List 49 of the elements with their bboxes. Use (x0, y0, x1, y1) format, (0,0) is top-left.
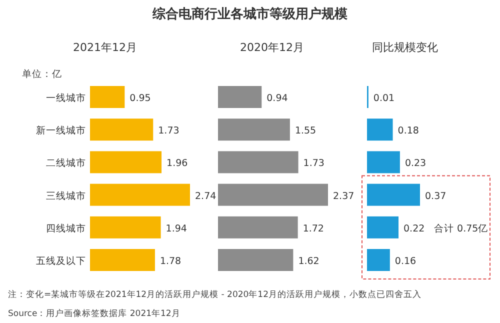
data-label: 1.72 (302, 223, 324, 234)
data-label: 1.96 (166, 158, 188, 170)
bar (367, 184, 420, 206)
data-label: 1.55 (294, 126, 316, 137)
bar (367, 249, 390, 271)
text: 综合电商行业各城市等级用户规模 (152, 6, 348, 22)
text: 合计 0.75亿 (434, 222, 488, 234)
data-label: 0.95 (130, 93, 151, 104)
data-label: 1.94 (166, 223, 187, 234)
bar (90, 86, 125, 108)
bar (90, 184, 190, 206)
bar (218, 249, 294, 271)
chart-subtitle: 2020年12月 (240, 41, 304, 54)
y-tick-label: 一线城市 (46, 92, 86, 104)
bar (218, 184, 328, 206)
bar (90, 216, 161, 238)
data-label: 2.37 (333, 190, 354, 202)
data-label: 0.01 (373, 93, 395, 104)
data-label: 2.74 (195, 190, 216, 202)
chart-subtitle: 2021年12月 (73, 41, 137, 54)
data-label: 0.94 (266, 93, 288, 104)
y-tick-label: 二线城市 (46, 157, 86, 170)
data-label: 0.23 (404, 158, 426, 170)
data-label: 0.37 (425, 190, 446, 202)
data-label: 1.78 (160, 256, 182, 267)
y-tick-label: 五线及以下 (36, 255, 86, 267)
bar (367, 151, 400, 174)
bar (218, 86, 262, 108)
bar (367, 118, 393, 141)
bar (367, 216, 399, 238)
y-tick-label: 新一线城市 (36, 124, 86, 137)
bar (218, 118, 290, 141)
data-label: 0.22 (404, 223, 425, 234)
source-note: Source：用户画像标签数据库 2021年12月 (8, 308, 180, 319)
bar (90, 118, 154, 141)
y-tick-label: 三线城市 (46, 190, 86, 202)
data-label: 0.18 (398, 126, 419, 137)
text: 单位：亿 (22, 68, 62, 80)
chart-subtitle: 同比规模变化 (372, 41, 438, 54)
data-label: 1.73 (303, 158, 324, 170)
text: 注：变化=某城市等级在2021年12月的活跃用户规模 - 2020年12月的活跃用户规模，小数点已四舍五入 (8, 289, 422, 300)
bar (90, 249, 155, 271)
bar (218, 151, 298, 174)
data-label: 0.16 (394, 256, 416, 267)
bar (218, 216, 298, 238)
bar (90, 151, 162, 174)
data-label: 1.73 (158, 126, 180, 137)
data-label: 1.62 (298, 256, 320, 267)
y-tick-label: 四线城市 (46, 222, 86, 234)
